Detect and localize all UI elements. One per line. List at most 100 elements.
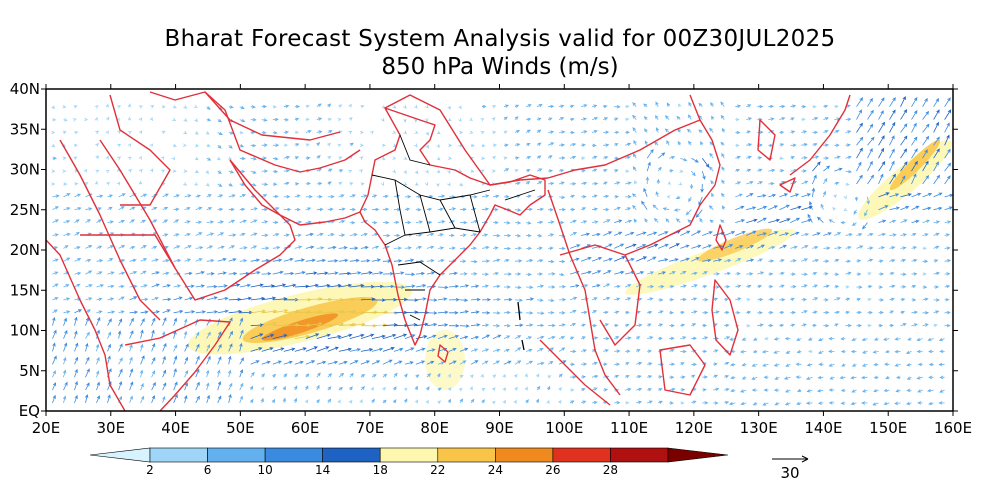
wind-vector (933, 121, 939, 133)
wind-vector (856, 161, 862, 172)
wind-vector (911, 110, 918, 120)
wind-vector (140, 284, 148, 288)
wind-vector (160, 156, 165, 161)
wind-vector (63, 284, 70, 288)
wind-vector (162, 207, 169, 211)
wind-vector (316, 346, 330, 352)
wind-vector (536, 104, 543, 108)
wind-vector (514, 272, 522, 276)
wind-vector (305, 271, 318, 275)
wind-vector (867, 258, 874, 262)
wind-vector (536, 155, 542, 159)
wind-vector (735, 143, 740, 148)
wind-vector (239, 169, 246, 174)
lat-tick-label: 15N (10, 281, 40, 299)
wind-vector (392, 104, 397, 109)
wind-vector (327, 117, 333, 122)
wind-vector (644, 218, 648, 223)
wind-vector (790, 217, 801, 223)
wind-vector (151, 271, 160, 275)
wind-vector (569, 194, 576, 198)
wind-vector (206, 118, 212, 122)
wind-vector (547, 142, 555, 146)
wind-vector (790, 193, 800, 198)
wind-vector (625, 401, 630, 405)
africa-coast (46, 239, 126, 411)
wind-vector (228, 309, 243, 314)
longitude-axis: 20E 30E 40E 50E 60E 70E 80E 90E 100E 110E 120E 130E… (32, 84, 972, 437)
wind-vector (790, 310, 796, 315)
wind-vector (227, 369, 232, 378)
wind-vector (459, 324, 470, 328)
wind-vector (536, 129, 542, 133)
wind-vector (676, 115, 681, 120)
wind-vector (239, 382, 244, 391)
wind-vector (911, 246, 918, 250)
wind-vector (768, 168, 776, 173)
wind-vector (459, 207, 467, 212)
wind-vector (403, 156, 408, 160)
wind-vector (107, 318, 112, 326)
wind-vector (51, 182, 56, 186)
wind-vector (768, 181, 775, 186)
wind-vector (625, 155, 631, 160)
wind-vector (415, 271, 426, 276)
lon-tick-label: 70E (356, 419, 385, 437)
wind-vector (162, 395, 166, 404)
wind-vector (603, 181, 608, 185)
wind-vector (790, 104, 797, 108)
wind-vector (107, 297, 115, 301)
wind-vector (371, 194, 378, 198)
wind-vector (729, 337, 736, 341)
wind-vector (94, 116, 99, 121)
wind-vector (95, 169, 100, 173)
wind-vector (503, 233, 512, 238)
wind-vector (878, 205, 889, 211)
wind-vector (652, 204, 659, 210)
wind-vector (779, 244, 787, 249)
wind-vector (52, 394, 56, 404)
wind-vector (504, 285, 511, 289)
wind-vector (917, 389, 923, 393)
wind-vector (856, 323, 863, 328)
wind-vector (470, 246, 478, 251)
wind-vector (173, 258, 182, 263)
wind-vector (183, 130, 188, 135)
wind-vector (658, 284, 665, 289)
wind-vector (818, 337, 824, 342)
wind-vector (261, 246, 270, 250)
wind-vector (721, 152, 725, 159)
wind-vector (492, 207, 499, 212)
wind-vector (404, 347, 415, 352)
wind-vector (107, 343, 111, 352)
wind-vector (911, 160, 918, 172)
wind-vector (688, 101, 692, 107)
wind-vector (790, 143, 797, 147)
wind-vector (239, 246, 248, 250)
wind-vector (105, 116, 110, 121)
wind-vector (526, 246, 533, 251)
wind-vector (393, 220, 400, 225)
wind-vector (625, 219, 633, 223)
wind-vector (591, 257, 603, 262)
wind-vector (801, 180, 809, 185)
wind-vector (768, 323, 774, 328)
wind-vector (768, 117, 775, 121)
wind-vector (118, 343, 123, 352)
wind-vector (713, 272, 721, 276)
wind-vector (382, 143, 387, 148)
wind-vector (812, 143, 818, 147)
wind-vector (614, 143, 619, 147)
wind-vector (404, 373, 408, 378)
wind-vector (702, 336, 709, 340)
wind-vector (525, 360, 534, 365)
wind-vector (559, 272, 565, 277)
wind-vector (559, 195, 566, 199)
lon-tick-label: 30E (96, 419, 125, 437)
wind-vector (603, 104, 608, 109)
wind-vector (720, 101, 725, 107)
wind-vector (403, 170, 407, 175)
colorbar-low-extend (89, 447, 151, 463)
wind-vector (492, 374, 497, 379)
wind-vector (768, 104, 775, 109)
